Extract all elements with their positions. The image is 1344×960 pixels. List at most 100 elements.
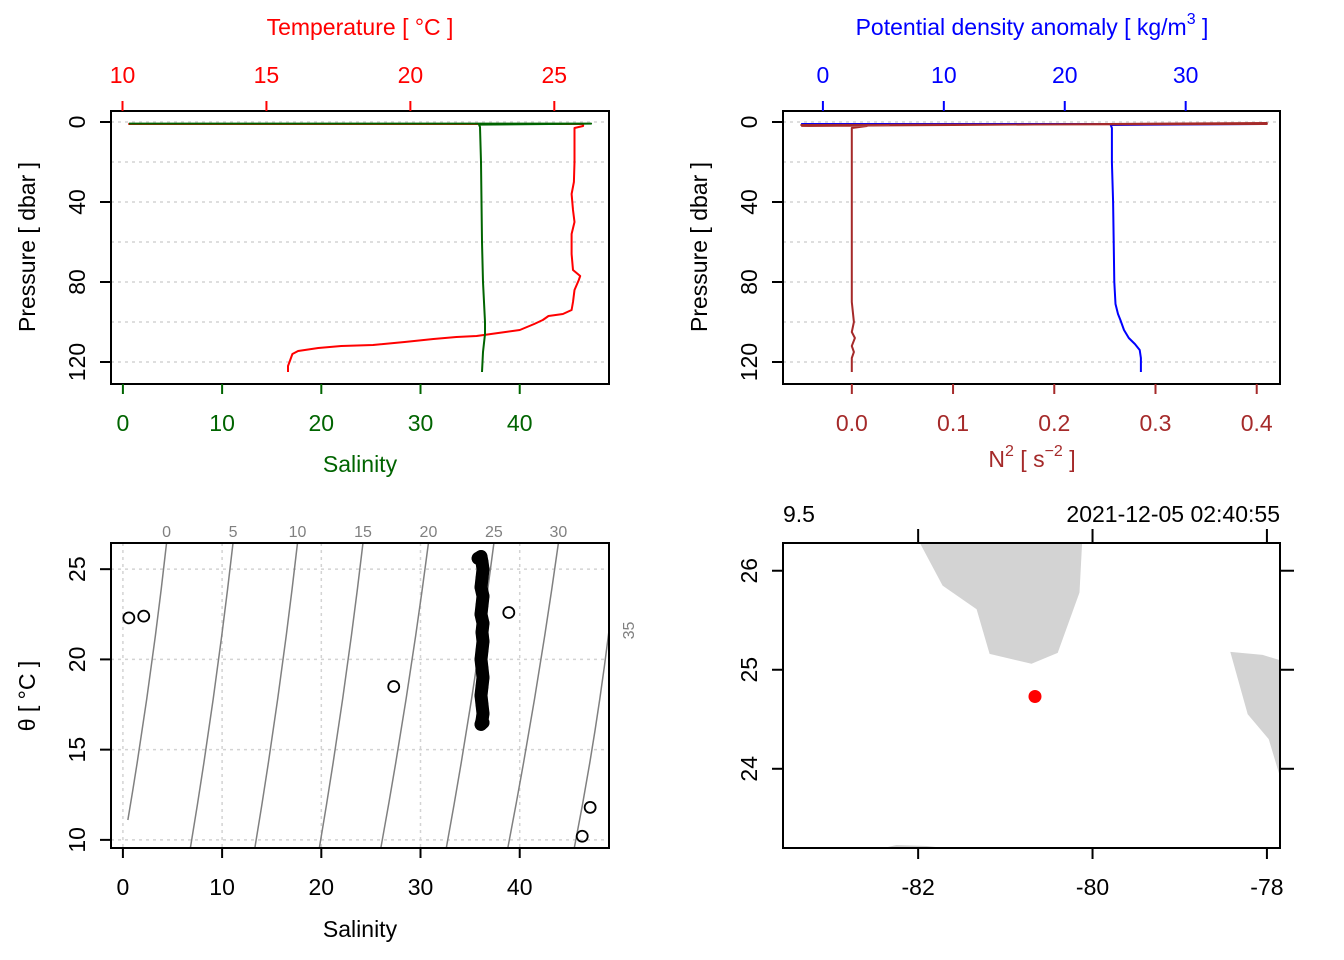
tick-label: 120 (736, 343, 762, 381)
tick-label: 20 (64, 647, 90, 673)
tick-label: 20 (309, 410, 335, 436)
grid-lines (111, 121, 609, 363)
isopycnal-line (507, 542, 560, 849)
plot-frame (782, 110, 1281, 385)
station-marker (1028, 689, 1042, 703)
series-line-temperature (128, 123, 585, 372)
grid-lines (783, 121, 1280, 363)
n2-label-main: N (988, 446, 1005, 472)
land-polygon (1230, 651, 1280, 774)
n2-label-sup: 2 (1005, 443, 1014, 460)
pressure-axis-label: Pressure [ dbar ] (14, 162, 40, 332)
series-line-salinity (128, 122, 593, 373)
data-point (502, 606, 516, 619)
tick-label: 40 (64, 189, 90, 215)
n2-label-end: ] (1063, 446, 1076, 472)
tick-label: 10 (110, 62, 136, 88)
n2-axis-label: N2 [ s−2 ] (988, 443, 1075, 472)
tick-label: 0 (817, 62, 830, 88)
pressure-axis-label: Pressure [ dbar ] (686, 162, 712, 332)
theta-axis: 10 15 20 25 (64, 556, 111, 853)
data-point (122, 611, 136, 625)
land-polygon (919, 543, 1083, 664)
tick-label: 15 (64, 737, 90, 763)
tick-label: 10 (64, 827, 90, 853)
tick-label: 120 (64, 343, 90, 381)
isopycnal-label: 30 (550, 524, 568, 541)
tick-label: 0 (736, 116, 762, 129)
tick-label: 25 (736, 657, 762, 683)
isopycnal-line (380, 542, 430, 849)
panel-station-map: -82 -80 -78 24 25 26 9.5 2021-12-05 02:40:55 (736, 501, 1294, 900)
isopycnal-lines: 0 5 10 15 20 25 30 35 (127, 524, 638, 849)
tick-label: -82 (902, 874, 935, 900)
salinity-axis-label: Salinity (323, 916, 398, 942)
data-point (583, 800, 597, 814)
series-group (800, 122, 1268, 372)
isopycnal-label: 15 (354, 524, 372, 541)
tick-label: -78 (1250, 874, 1283, 900)
isopycnal-line (318, 542, 364, 849)
tick-label: 0.2 (1038, 410, 1070, 436)
isopycnal-label: 25 (485, 524, 503, 541)
salinity-axis: 0 10 20 30 40 (117, 384, 533, 436)
tick-label: 10 (209, 874, 235, 900)
series-line-n2 (800, 122, 1268, 372)
isopycnal-line (254, 542, 299, 849)
tick-label: 40 (507, 410, 533, 436)
panel-density-n2-profile: 0 10 20 30 0.0 0.1 0.2 0.3 0.4 0 40 80 120 Potenti… (686, 11, 1281, 472)
tick-label: 0 (64, 116, 90, 129)
tick-label: 15 (254, 62, 280, 88)
tick-label: 30 (408, 410, 434, 436)
panel-temperature-salinity-profile: 10 15 20 25 0 10 20 30 40 0 40 80 120 Temperature … (14, 14, 610, 477)
tick-label: 40 (507, 874, 533, 900)
isopycnal-label: 0 (162, 524, 171, 541)
tick-label: 0.1 (937, 410, 969, 436)
station-marker-group (1028, 689, 1042, 703)
pressure-axis: 0 40 80 120 (64, 116, 111, 381)
pressure-axis: 0 40 80 120 (736, 116, 783, 381)
isopycnal-label: 5 (229, 524, 238, 541)
density-label-end: ] (1196, 14, 1209, 40)
density-axis: 0 10 20 30 (817, 62, 1198, 111)
panel-ts-diagram: 0 5 10 15 20 25 30 35 0 10 20 30 40 10 15 20 25 Salini… (14, 524, 638, 942)
temperature-axis-label: Temperature [ °C ] (267, 14, 454, 40)
density-label-sup: 3 (1187, 11, 1196, 28)
data-point (575, 829, 589, 843)
tick-label: 80 (736, 269, 762, 295)
map-top-left-label: 9.5 (783, 501, 815, 527)
isopycnal-line (573, 630, 610, 849)
scatter-points (122, 550, 597, 843)
n2-axis: 0.0 0.1 0.2 0.3 0.4 (836, 384, 1273, 436)
tick-label: 20 (309, 874, 335, 900)
n2-label-mid: [ s (1014, 446, 1045, 472)
salinity-axis: 0 10 20 30 40 (117, 848, 533, 900)
grid-lines (111, 543, 609, 848)
series-line-potential-density-anomaly (801, 123, 1262, 372)
tick-label: 10 (209, 410, 235, 436)
tick-label: -80 (1076, 874, 1109, 900)
theta-axis-label: θ [ °C ] (14, 661, 40, 732)
tick-label: 0 (117, 874, 130, 900)
data-point (387, 680, 401, 693)
tick-label: 26 (736, 558, 762, 584)
tick-label: 0.4 (1241, 410, 1273, 436)
tick-label: 24 (736, 756, 762, 782)
map-frame (782, 542, 1281, 849)
density-label-main: Potential density anomaly [ kg/m (856, 14, 1187, 40)
tick-label: 25 (64, 556, 90, 582)
tick-label: 20 (1052, 62, 1078, 88)
isopycnal-label: 20 (420, 524, 438, 541)
tick-label: 0.0 (836, 410, 868, 436)
salinity-axis-label: Salinity (323, 451, 398, 477)
tick-label: 30 (408, 874, 434, 900)
density-axis-label: Potential density anomaly [ kg/m3 ] (856, 11, 1209, 40)
tick-label: 10 (931, 62, 957, 88)
isopycnal-line (189, 542, 234, 849)
land-polygons (883, 543, 1280, 848)
series-group (128, 122, 593, 373)
plot-frame (110, 110, 610, 385)
tick-label: 0.3 (1140, 410, 1172, 436)
isopycnal-label: 10 (289, 524, 307, 541)
dense-point-cluster (471, 550, 490, 731)
